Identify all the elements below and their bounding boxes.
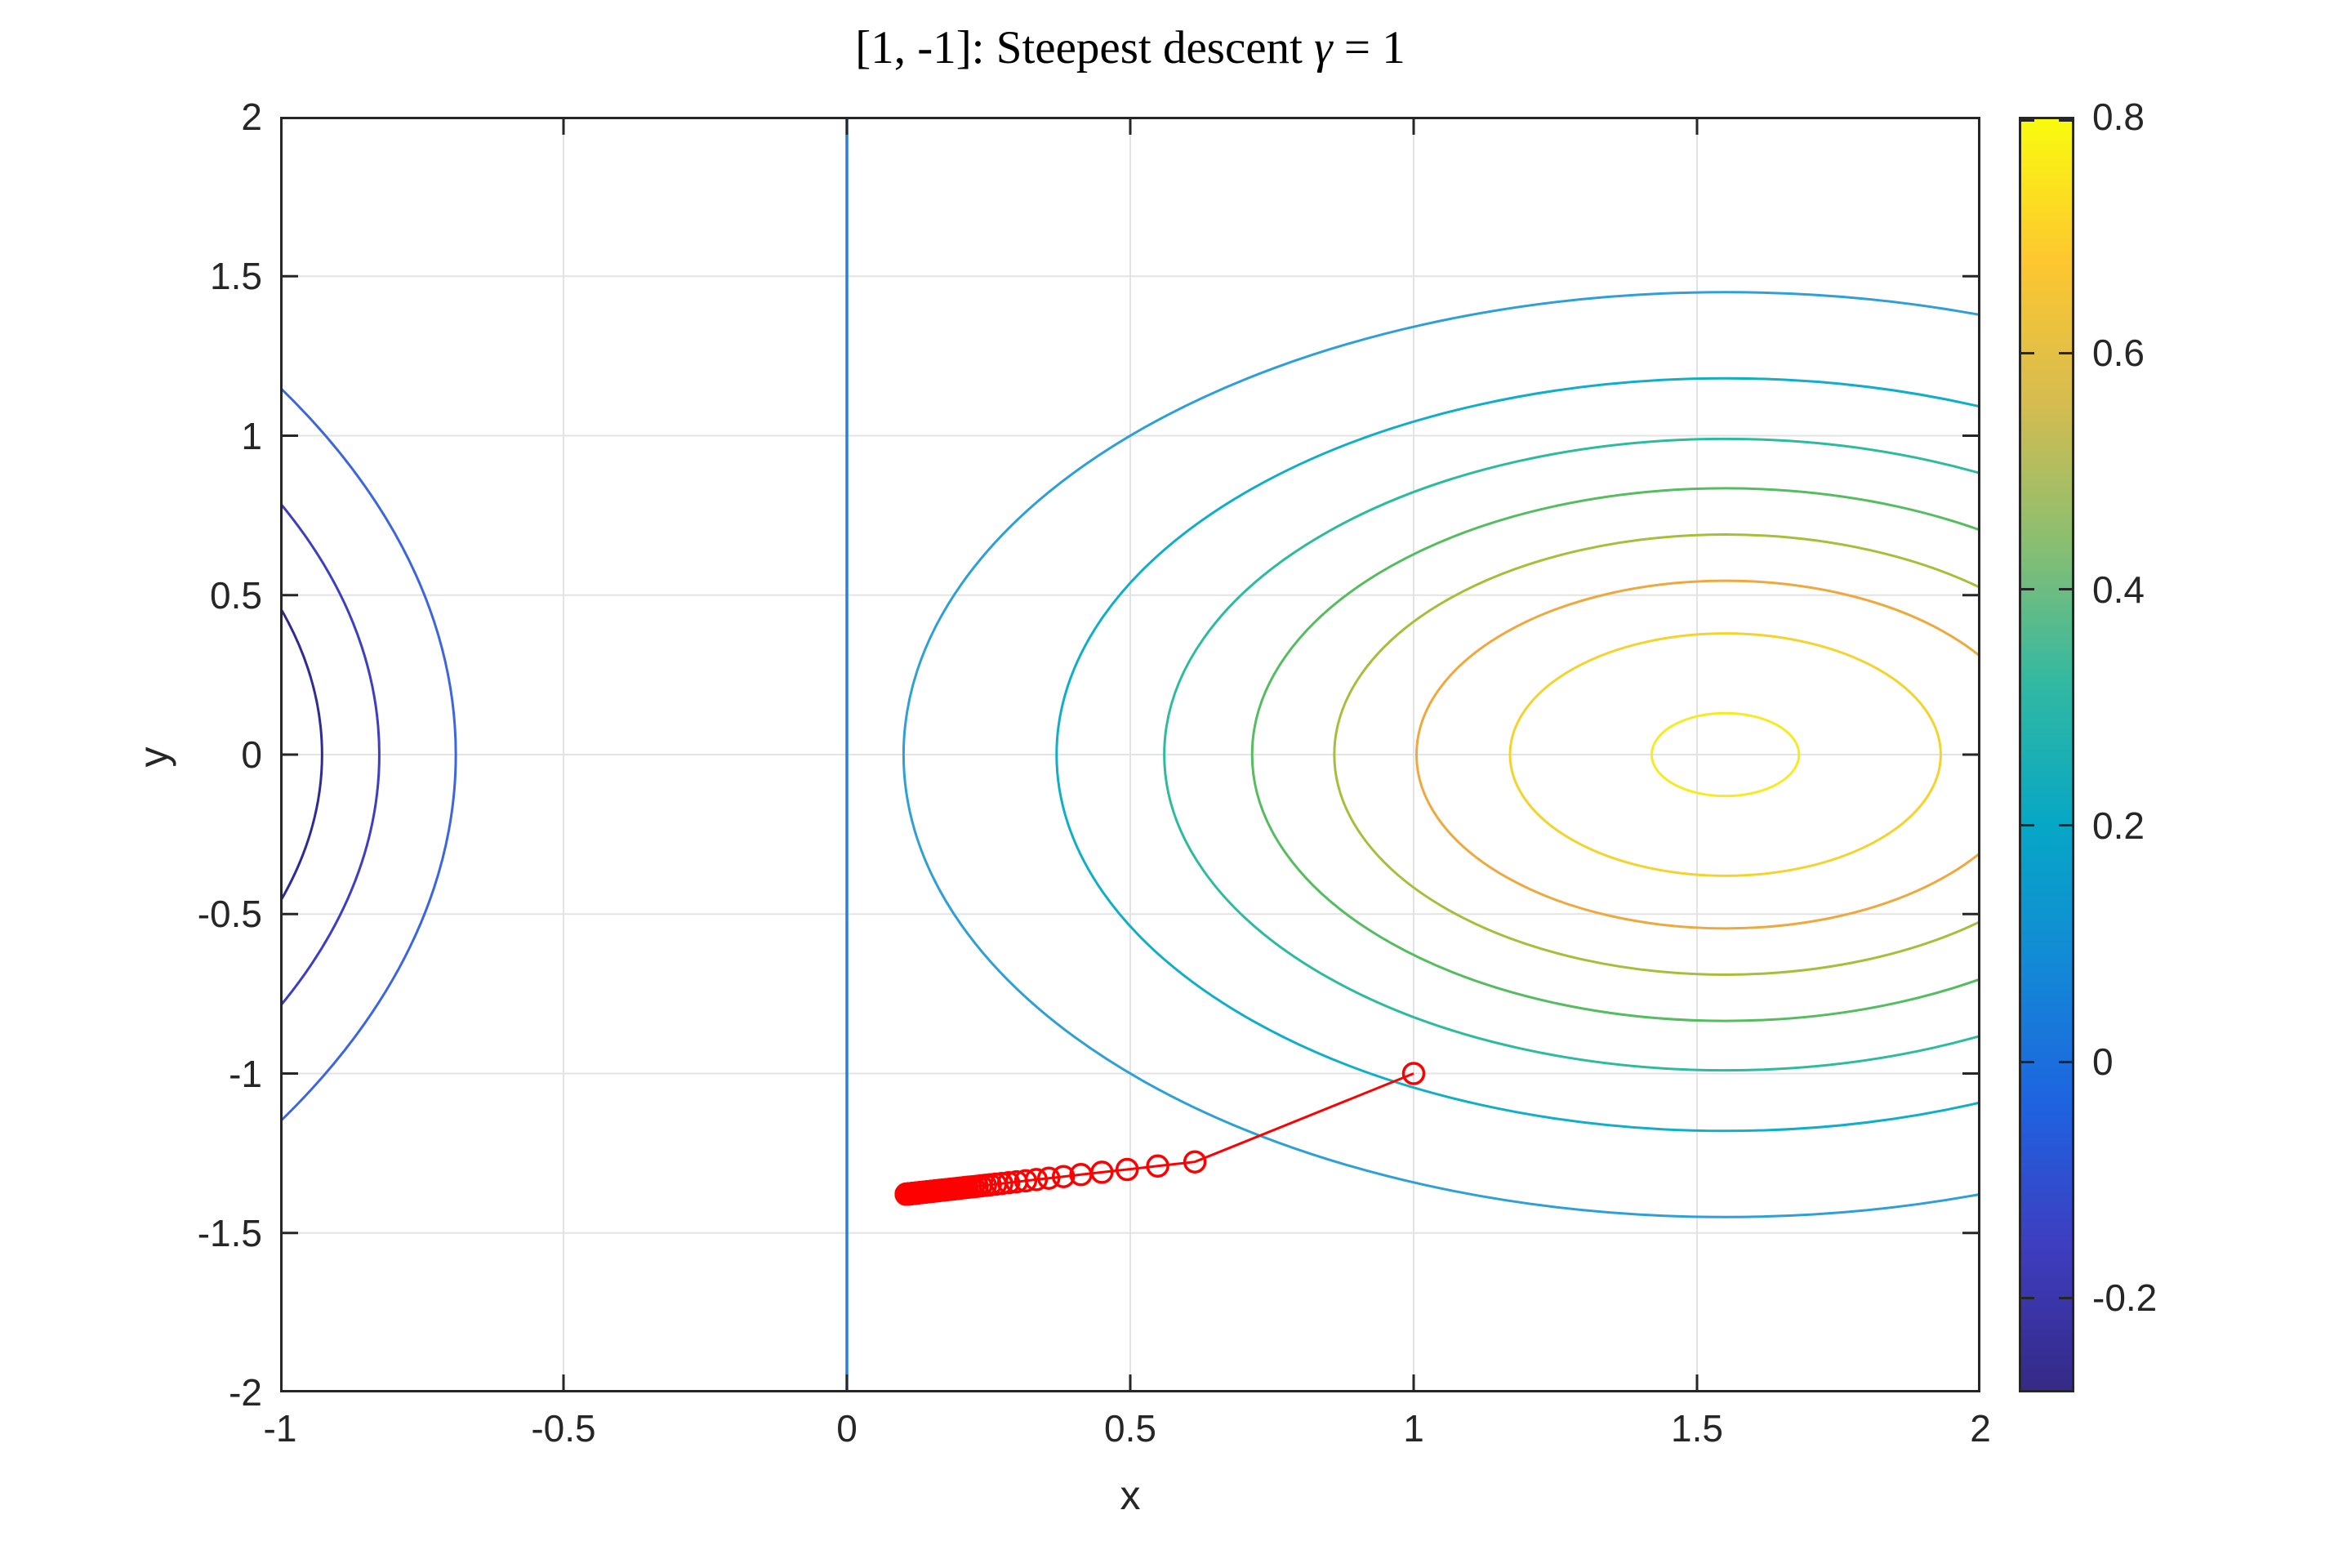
colorbar-tick-label: 0 (2092, 1040, 2114, 1084)
contour-ring-right (1163, 438, 1980, 1071)
contour-ring-right (1415, 579, 1980, 930)
y-tick-label: 1 (241, 414, 262, 457)
y-tick-label: 0 (241, 733, 262, 776)
contour-ring-right (1055, 376, 1980, 1133)
contour-ring-right (1508, 632, 1942, 877)
colorbar-tick-label: 0.4 (2092, 568, 2145, 611)
colorbar-tick-right (2059, 119, 2072, 122)
colorbar-tick-left (2021, 119, 2034, 122)
y-axis-label: y (131, 746, 176, 768)
trajectory-marker (1183, 1150, 1207, 1174)
contour-ring-right (1250, 487, 1980, 1022)
colorbar-tick-label: 0.8 (2092, 96, 2145, 138)
y-tick-label: 2 (241, 96, 262, 138)
colorbar-tick-label: -0.2 (2092, 1276, 2158, 1320)
colorbar (2019, 117, 2074, 1392)
trajectory-marker (1401, 1062, 1426, 1085)
trajectory-marker (894, 1183, 918, 1206)
colorbar-tick-left (2021, 1296, 2034, 1299)
trajectory-marker (1036, 1166, 1061, 1190)
gamma-symbol: γ (1314, 22, 1333, 74)
colorbar-tick-right (2059, 351, 2072, 354)
y-tick-label: -0.5 (197, 893, 262, 936)
x-tick-label: -1 (263, 1407, 297, 1450)
contour-ring-right (1650, 711, 1801, 798)
y-tick-label: -2 (229, 1371, 262, 1414)
y-tick-label: 0.5 (210, 573, 262, 617)
contour-ring-right (902, 291, 1980, 1218)
contour-ring-right (1333, 533, 1980, 976)
colorbar-tick-left (2021, 824, 2034, 827)
y-tick-label: -1.5 (197, 1211, 262, 1254)
x-tick-label: 1.5 (1671, 1407, 1723, 1450)
contour-arc-left (280, 605, 323, 904)
colorbar-tick-right (2059, 1296, 2072, 1299)
colorbar-tick-right (2059, 588, 2072, 591)
axes-box (280, 117, 1980, 1392)
contour-arc-left (280, 386, 457, 1123)
colorbar-tick-left (2021, 351, 2034, 354)
colorbar-tick-label: 0.2 (2092, 804, 2145, 847)
trajectory-marker (1146, 1154, 1169, 1178)
x-axis-label: x (1120, 1472, 1141, 1518)
trajectory-marker (996, 1170, 1021, 1195)
colorbar-tick-left (2021, 1060, 2034, 1063)
plot-area (280, 117, 1980, 1392)
colorbar-tick-right (2059, 824, 2072, 827)
y-tick-label: 1.5 (210, 255, 262, 298)
title-suffix: = 1 (1332, 22, 1405, 74)
plot-title: [1, -1]: Steepest descent γ = 1 (280, 21, 1980, 74)
x-tick-label: 0 (836, 1407, 858, 1450)
contour-arc-left (280, 501, 381, 1008)
title-prefix: [1, -1]: Steepest descent (855, 22, 1315, 74)
colorbar-tick-left (2021, 588, 2034, 591)
trajectory-marker (1115, 1157, 1139, 1182)
trajectory-marker (1013, 1169, 1038, 1193)
y-tick-label: -1 (229, 1052, 262, 1095)
x-tick-label: 1 (1403, 1407, 1424, 1450)
colorbar-tick-label: 0.6 (2092, 332, 2145, 375)
trajectory-marker (1069, 1163, 1093, 1187)
trajectory-marker (1051, 1165, 1076, 1188)
x-tick-label: 2 (1970, 1407, 1991, 1450)
colorbar-tick-right (2059, 1060, 2072, 1063)
x-tick-label: 0.5 (1104, 1407, 1156, 1450)
x-tick-label: -0.5 (531, 1407, 596, 1450)
